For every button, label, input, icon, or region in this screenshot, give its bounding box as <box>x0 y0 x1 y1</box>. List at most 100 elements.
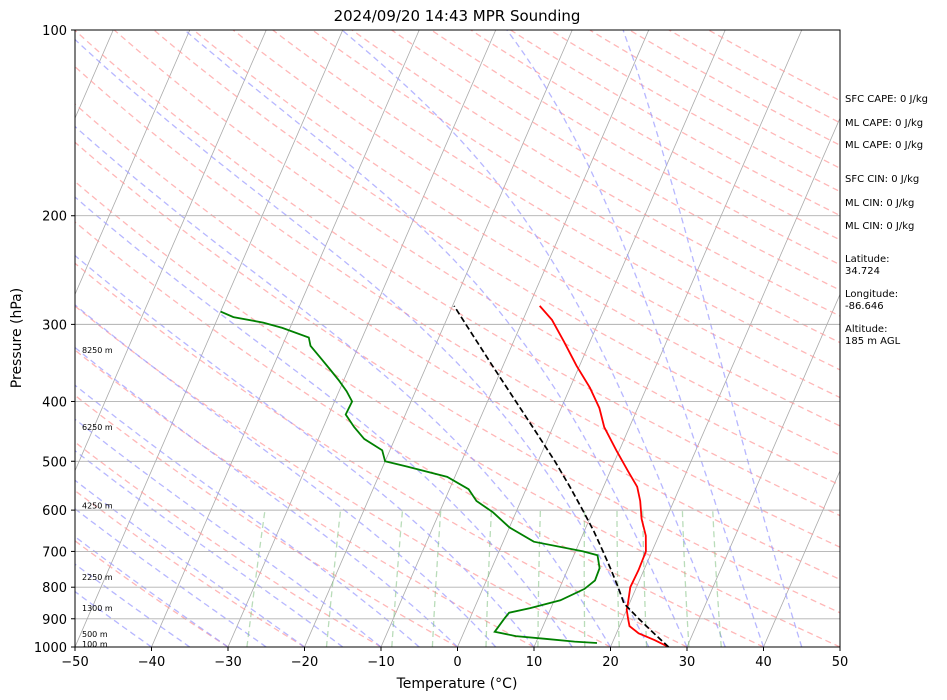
mixing-ratio-line <box>642 510 648 647</box>
altitude-value: 185 m AGL <box>845 336 901 347</box>
dry-adiabat-line <box>75 305 611 647</box>
dry-adiabat-line <box>153 30 840 456</box>
isotherm-line <box>304 30 573 647</box>
isotherm-line <box>227 30 497 647</box>
moist-adiabat-line <box>75 38 650 647</box>
ml-cape-text: ML CAPE: 0 J/kg <box>845 118 923 129</box>
moist-adiabat-line <box>75 196 573 647</box>
x-tick-label: −40 <box>138 655 165 670</box>
height-label: 4250 m <box>82 502 113 511</box>
mixing-ratio-line <box>246 510 266 647</box>
isotherm-line <box>75 30 267 472</box>
isotherm-line <box>75 30 344 647</box>
moist-adiabat-line <box>75 304 497 647</box>
moist-adiabat-line <box>341 30 726 647</box>
height-label: 2250 m <box>82 573 113 582</box>
temperature-line <box>539 305 669 647</box>
parcel-line <box>453 305 670 647</box>
moist-adiabat-line <box>184 30 688 647</box>
x-tick-label: 10 <box>526 655 543 670</box>
isotherm-line <box>763 469 840 647</box>
isotherm-line <box>380 30 650 647</box>
x-tick-label: 50 <box>832 655 849 670</box>
dry-adiabat-line <box>272 30 840 371</box>
longitude-label: Longitude: <box>845 289 898 300</box>
chart-title: 2024/09/20 14:43 MPR Sounding <box>334 7 581 25</box>
mixing-ratio-line <box>616 510 620 647</box>
dry-adiabat-line <box>75 180 840 647</box>
mixing-ratio-line <box>485 510 493 647</box>
x-tick-label: 20 <box>602 655 619 670</box>
background-lines <box>75 30 840 647</box>
mixing-ratio-line <box>537 510 542 647</box>
dry-adiabat-line <box>232 30 840 399</box>
dry-adiabat-line <box>75 349 535 647</box>
isotherm-line <box>610 117 840 647</box>
dry-adiabat-line <box>510 30 840 217</box>
dry-adiabat-line <box>193 30 840 427</box>
latitude-value: 34.724 <box>845 266 880 277</box>
y-tick-label: 600 <box>42 504 67 519</box>
dry-adiabat-line <box>75 394 458 647</box>
moist-adiabat-line <box>75 449 344 647</box>
plot-frame <box>74 29 841 648</box>
moist-adiabat-line <box>506 30 765 647</box>
x-axis-title: Temperature (°C) <box>396 676 518 692</box>
dry-adiabat-line <box>75 65 840 548</box>
dry-adiabat-line <box>75 540 229 647</box>
moist-adiabat-line <box>75 590 152 647</box>
x-tick-label: 30 <box>679 655 696 670</box>
isotherm-line <box>457 30 726 647</box>
dry-adiabat-line <box>628 30 840 146</box>
isotherm-line <box>533 30 803 647</box>
y-tick-label: 800 <box>42 581 67 596</box>
x-tick-label: 0 <box>453 655 461 670</box>
moist-adiabat-line <box>75 479 305 647</box>
ml-cin-text-2: ML CIN: 0 J/kg <box>845 221 914 232</box>
pressure-grid <box>75 30 840 647</box>
moist-adiabat-line <box>622 30 803 647</box>
sounding-series <box>220 305 670 647</box>
x-tick-label: −20 <box>291 655 318 670</box>
height-label: 6250 m <box>82 423 113 432</box>
mixing-ratio-line <box>391 510 404 647</box>
y-tick-label: 400 <box>42 395 67 410</box>
moist-adiabat-line <box>75 418 382 647</box>
altitude-label: Altitude: <box>845 324 887 335</box>
stats-panel: SFC CAPE: 0 J/kg ML CAPE: 0 J/kg ML CAPE… <box>845 94 928 347</box>
moist-adiabat-line <box>75 508 267 647</box>
moist-adiabat-line <box>75 254 535 647</box>
moist-adiabat-line <box>75 346 458 647</box>
latitude-label: Latitude: <box>845 254 890 265</box>
isotherm-line <box>686 293 840 647</box>
y-axis-ticks: 100 200 300 400 500 600 700 800 900 1000 <box>34 24 75 656</box>
moist-adiabat-line <box>75 125 612 647</box>
height-label: 100 m <box>82 640 108 649</box>
y-tick-label: 500 <box>42 455 67 470</box>
mixing-ratio-line <box>431 510 442 647</box>
dry-adiabat-line <box>113 30 840 486</box>
isotherm-line <box>75 30 191 296</box>
dry-adiabat-line <box>351 30 840 317</box>
dry-adiabat-line <box>430 30 840 266</box>
dry-adiabat-line <box>75 221 764 647</box>
dewpoint-line <box>220 310 601 644</box>
dry-adiabat-line <box>391 30 840 291</box>
sfc-cin-text: SFC CIN: 0 J/kg <box>845 174 919 185</box>
height-label: 8250 m <box>82 346 113 355</box>
x-tick-label: −30 <box>214 655 241 670</box>
dry-adiabat-line <box>75 441 382 647</box>
y-tick-label: 200 <box>42 210 67 225</box>
y-tick-label: 900 <box>42 613 67 628</box>
x-tick-label: −50 <box>61 655 88 670</box>
isotherm-line <box>151 30 420 647</box>
x-axis-ticks: −50 −40 −30 −20 −10 0 10 20 30 40 50 <box>61 647 848 670</box>
y-tick-label: 1000 <box>34 641 67 656</box>
dry-adiabat-line <box>75 141 840 614</box>
y-tick-label: 700 <box>42 545 67 560</box>
mixing-ratio-line <box>712 510 722 647</box>
dry-adiabat-line <box>470 30 840 241</box>
dry-adiabat-line <box>589 30 840 169</box>
